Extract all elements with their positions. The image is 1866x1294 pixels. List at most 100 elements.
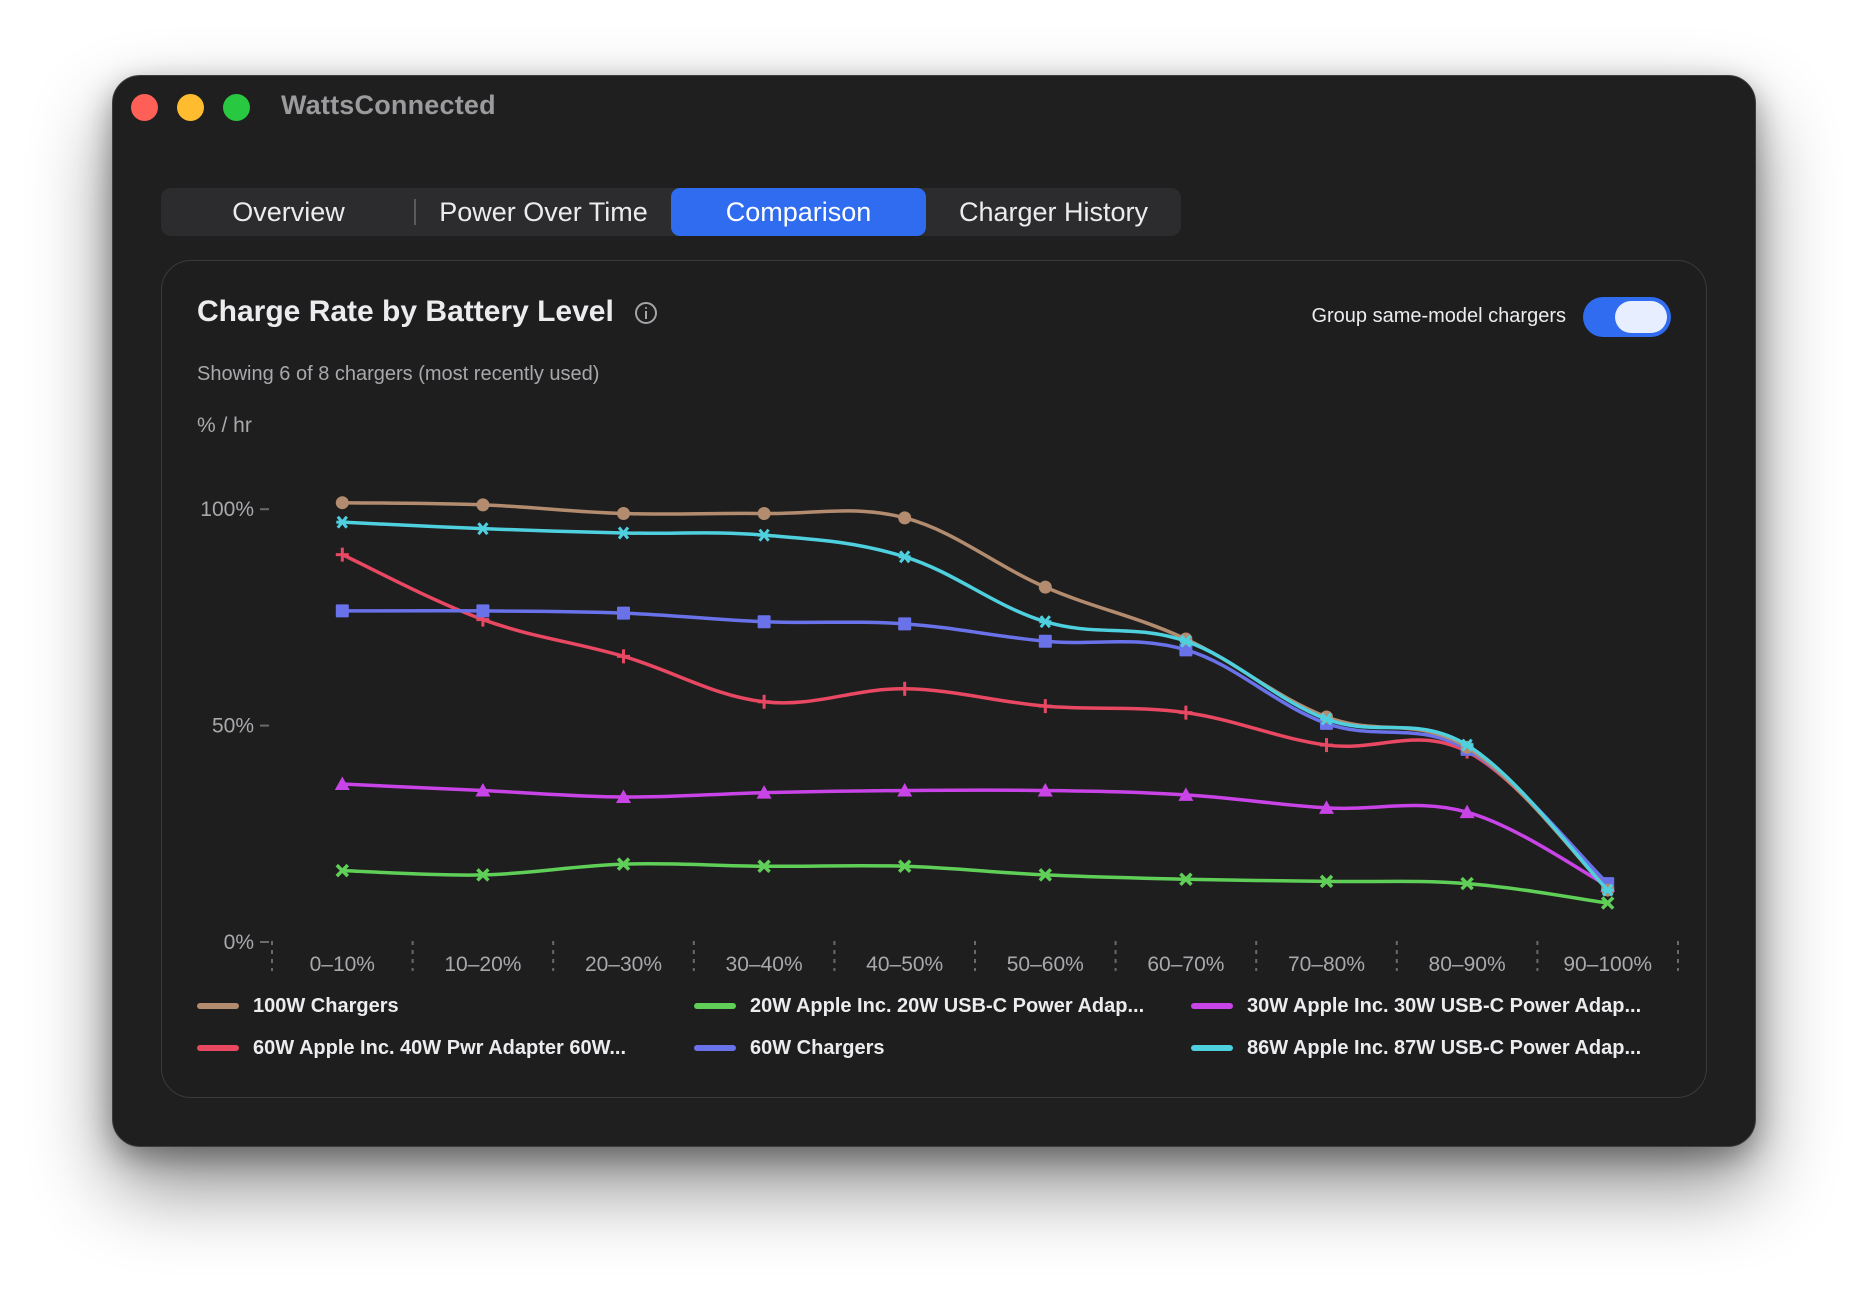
tab-comparison-label: Comparison [725,197,872,227]
legend-label: 30W Apple Inc. 30W USB-C Power Adap... [1247,994,1642,1017]
marker-triangle [1319,800,1334,814]
app-window: WattsConnected Overview Power Over Time … [112,75,1756,1147]
series-1-point [897,859,912,873]
series-1-point [1460,876,1474,891]
series-0-point [898,511,912,525]
legend-item: 60W Chargers [694,1033,885,1063]
series-5-point [617,526,630,540]
y-tick-label: 50% [212,715,254,738]
marker-ast-b [1320,712,1333,726]
marker-square [476,604,490,618]
legend-label: 100W Chargers [253,994,399,1017]
group-chargers-label: Group same-model chargers [1311,305,1566,327]
marker-circle [757,507,771,521]
marker-square [1038,634,1052,648]
series-1-point [616,857,631,871]
y-axis-unit-label: % / hr [197,414,252,437]
marker-x-b [1179,872,1193,886]
series-1-line [340,861,1610,905]
series-2-point [756,785,772,799]
series-4-point [757,615,771,629]
series-2-point [616,789,631,804]
marker-ast-b [1461,738,1473,752]
group-chargers-toggle[interactable] [1583,297,1671,337]
series-2-line [340,782,1610,888]
legend-swatch [1191,1003,1233,1009]
marker-x-b [616,857,631,871]
x-tick-label: 60–70% [1147,953,1224,976]
series-2-point [334,776,350,791]
marker-ast-b [1180,634,1192,648]
series-0-point [335,496,349,510]
series-3-line [340,552,1610,890]
series-5-point [898,550,911,564]
tab-overview[interactable]: Overview [161,188,416,236]
marker-circle [1038,580,1052,594]
legend-item: 20W Apple Inc. 20W USB-C Power Adap... [694,991,1144,1021]
series-3-point [1320,738,1333,753]
chart-card: Charge Rate by Battery Level Group same-… [161,260,1707,1098]
marker-ast-b [617,526,630,540]
tab-comparison[interactable]: Comparison [671,188,926,236]
tab-divider [414,199,416,225]
series-1-point [1038,868,1053,882]
legend-swatch [1191,1045,1233,1051]
marker-triangle [1178,787,1194,801]
series-2-point [1459,804,1475,819]
tab-power-over-time[interactable]: Power Over Time [416,188,671,236]
marker-ast-b [758,528,770,542]
series-0-point [476,498,490,512]
legend-label: 86W Apple Inc. 87W USB-C Power Adap... [1247,1036,1642,1059]
y-tick-label: 0% [224,931,254,954]
info-icon[interactable] [635,302,657,324]
marker-square [898,617,912,631]
x-tick-label: 90–100% [1563,953,1652,976]
minimize-window-button[interactable] [177,94,204,121]
marker-x-b [757,859,771,873]
marker-ast-b [336,515,348,529]
x-tick-label: 40–50% [866,953,943,976]
x-tick-label: 10–20% [444,953,521,976]
tab-charger-history-label: Charger History [958,197,1149,227]
marker-x-b [897,859,912,873]
chart-legend: 100W Chargers 20W Apple Inc. 20W USB-C Po… [197,991,1687,1071]
close-window-button[interactable] [131,94,158,121]
line-chart: 0% 50% 100% 0–10% 10–20% 20–30% 30–40% 40–50% 50… [200,496,1679,976]
series-2-point [1319,800,1334,814]
legend-item: 100W Chargers [197,991,399,1021]
toggle-knob [1615,301,1667,333]
marker-x-b [476,868,490,882]
series-5-point [476,522,489,536]
series-2-point [897,783,913,797]
marker-triangle [616,789,631,804]
marker-x-b [1038,868,1053,882]
series-5-point [1320,712,1333,726]
x-tick-label: 70–80% [1288,953,1365,976]
series-2-point [1037,783,1053,797]
series-3-point [335,547,349,562]
marker-triangle [897,783,913,797]
series-1-point [1179,872,1193,886]
tab-charger-history[interactable]: Charger History [926,188,1181,236]
x-tick-label: 20–30% [585,953,662,976]
series-1-point [335,863,350,878]
legend-label: 20W Apple Inc. 20W USB-C Power Adap... [750,994,1145,1017]
marker-triangle [1037,783,1053,797]
marker-circle [476,498,490,512]
zoom-window-button[interactable] [223,94,250,121]
legend-swatch [694,1003,736,1009]
marker-x-b [1319,874,1334,889]
legend-item: 86W Apple Inc. 87W USB-C Power Adap... [1191,1033,1641,1063]
marker-square [617,606,630,620]
legend-item: 30W Apple Inc. 30W USB-C Power Adap... [1191,991,1641,1021]
marker-square [757,615,771,629]
series-1-point [476,868,490,882]
marker-circle [898,511,912,525]
tab-power-over-time-label: Power Over Time [439,197,648,227]
series-3-point [1179,705,1193,720]
series-0-point [617,507,630,521]
marker-triangle [475,783,491,797]
series-1-point [1600,896,1615,910]
series-1-point [1319,874,1334,889]
marker-ast-b [477,522,489,536]
